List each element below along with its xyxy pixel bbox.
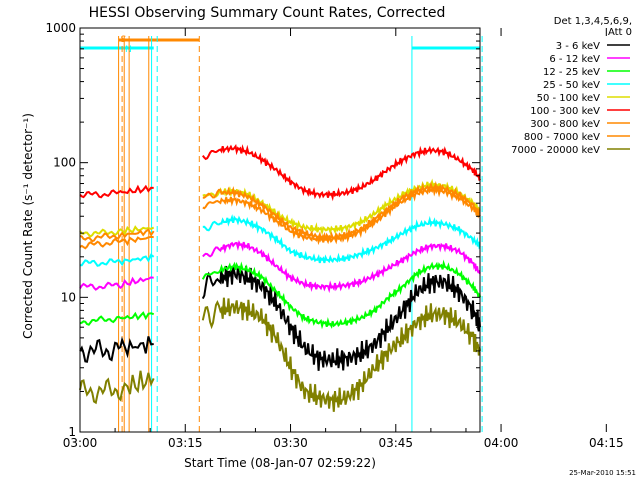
x-tick-label: 04:00 <box>484 436 519 450</box>
x-tick-label: 03:15 <box>168 436 203 450</box>
footer-timestamp: 25-Mar-2010 15:51 <box>569 469 636 477</box>
y-tick-label: 1000 <box>45 21 76 35</box>
y-tick-label: 100 <box>53 156 76 170</box>
series-line <box>201 259 481 330</box>
y-tick-label: 1 <box>68 425 76 439</box>
series-line <box>79 276 154 291</box>
x-tick-label: 03:45 <box>378 436 413 450</box>
series-line <box>202 239 481 294</box>
flag-label: N <box>125 45 132 55</box>
legend-header: Att 0 <box>608 27 632 38</box>
series-line <box>79 228 155 243</box>
legend-entry: 800 - 7000 keV <box>524 132 600 143</box>
plot-axes: 03:0003:1503:3003:4504:0004:1504:3011010… <box>45 21 624 450</box>
series-line <box>79 184 154 199</box>
series-line <box>201 265 481 371</box>
chart-title: HESSI Observing Summary Count Rates, Cor… <box>89 5 446 21</box>
series-line <box>202 214 481 264</box>
x-tick-label: 03:30 <box>273 436 308 450</box>
series-line <box>79 235 154 250</box>
legend-entry: 25 - 50 keV <box>543 80 600 91</box>
legend-entry: 3 - 6 keV <box>556 41 600 52</box>
x-tick-label: 04:15 <box>589 436 624 450</box>
legend-entry: 100 - 300 keV <box>530 106 600 117</box>
series-line <box>80 253 155 267</box>
series-line <box>79 336 154 363</box>
legend-entry: 7000 - 20000 keV <box>511 145 600 156</box>
x-axis-label: Start Time (08-Jan-07 02:59:22) <box>184 456 376 470</box>
legend-entry: 50 - 100 keV <box>537 93 601 104</box>
y-tick-label: 10 <box>61 290 76 304</box>
legend-entry: 300 - 800 keV <box>530 119 600 130</box>
series-line <box>79 311 155 326</box>
legend-header: Det 1,3,4,5,6,9, <box>554 16 632 27</box>
series-line <box>202 144 481 202</box>
legend: Det 1,3,4,5,6,9,Att 0 3 - 6 keV 6 - 12 keV… <box>511 16 632 156</box>
x-tick-label: 03:00 <box>63 436 98 450</box>
legend-entry: 12 - 25 keV <box>543 67 600 78</box>
legend-entry: 6 - 12 keV <box>549 54 600 65</box>
flag-label: S <box>121 35 127 45</box>
series-line <box>202 186 481 246</box>
series-line <box>79 225 155 238</box>
instrument-flags: SN <box>80 35 480 55</box>
plot-border <box>79 27 481 433</box>
y-axis-label: Corrected Count Rate (s⁻¹ detector⁻¹) <box>21 113 35 339</box>
series-lines <box>79 144 481 412</box>
series-line <box>79 370 155 405</box>
series-line <box>201 297 481 412</box>
